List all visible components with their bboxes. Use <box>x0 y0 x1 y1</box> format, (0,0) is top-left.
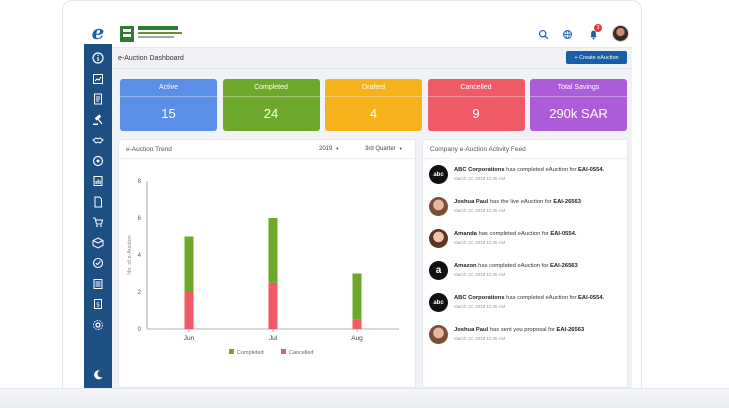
stat-label: Completed <box>222 79 320 97</box>
feed-message: Joshua Paul has sent you proposal for EA… <box>454 327 585 333</box>
box-icon[interactable] <box>90 235 106 251</box>
stat-card-drafted[interactable]: Drafted 4 <box>325 79 422 131</box>
trend-panel: e-Auction Trend 2019 ▼ 3rd Quarter ▼ 0 2 4 6 8… <box>118 139 416 388</box>
quarter-dropdown[interactable]: 3rd Quarter ▼ <box>365 146 403 152</box>
abc-logo-avatar: abc <box>429 165 448 184</box>
stat-value: 24 <box>263 106 279 121</box>
y-tick-label: 8 <box>138 179 142 185</box>
legend-swatch-completed <box>229 349 234 354</box>
feed-item[interactable]: Joshua Paul has sent you proposal for EA… <box>429 324 625 350</box>
y-axis-label: No. of e-Auction <box>127 235 133 274</box>
settings-wheel-icon[interactable] <box>90 153 106 169</box>
y-tick-label: 2 <box>138 290 142 296</box>
feed-title: Company e-Auction Activity Feed <box>430 146 526 153</box>
feed-timestamp: March 12, 2018 11:45 AM <box>454 272 506 277</box>
stat-label: Total Savings <box>530 79 627 97</box>
stat-label: Active <box>120 79 217 97</box>
trend-chart: 0 2 4 6 8 No. of e-Auction Jun Jul Aug Completed C… <box>127 179 399 356</box>
x-tick-label: Jul <box>269 335 278 342</box>
page-title: e-Auction Dashboard <box>118 55 184 62</box>
create-eauction-button[interactable]: + Create eAuction <box>566 51 627 64</box>
feed-panel-header: Company e-Auction Activity Feed <box>423 140 627 159</box>
abc-logo-avatar: abc <box>429 293 448 312</box>
feed-message: ABC Corporations has completed eAuction … <box>454 295 605 301</box>
x-tick-label: Jun <box>184 335 195 342</box>
document-icon[interactable] <box>90 91 106 107</box>
feed-message: Amanda has completed eAuction for EAI-05… <box>454 231 577 237</box>
stat-value: 4 <box>369 106 378 121</box>
user-avatar <box>429 325 448 344</box>
feed-timestamp: March 12, 2018 11:45 AM <box>454 304 506 309</box>
legend-label: Cancelled <box>289 350 313 356</box>
feed-timestamp: March 12, 2018 11:45 AM <box>454 208 506 213</box>
feed-item[interactable]: abc ABC Corporations has completed eAucti… <box>429 292 625 318</box>
laptop-base <box>0 388 729 408</box>
chevron-down-icon: ▼ <box>398 146 403 151</box>
chart-icon[interactable] <box>90 71 106 87</box>
handshake-icon[interactable] <box>90 132 106 148</box>
feed-item[interactable]: abc ABC Corporations has completed eAucti… <box>429 164 625 190</box>
invoice-icon[interactable]: $ <box>90 296 106 312</box>
y-tick-label: 4 <box>138 253 142 259</box>
svg-text:$: $ <box>96 302 100 309</box>
cart-icon[interactable] <box>90 214 106 230</box>
x-tick-label: Aug <box>351 335 363 342</box>
stat-label: Drafted <box>325 79 422 97</box>
stat-value: 9 <box>472 106 480 121</box>
y-tick-label: 6 <box>138 216 142 222</box>
bar-cancelled-jun <box>184 292 194 329</box>
legend-label: Completed <box>237 350 264 356</box>
check-circle-icon[interactable] <box>90 255 106 271</box>
app-logo[interactable]: e <box>84 20 112 44</box>
feed-item[interactable]: Joshua Paul has the live eAuction for EA… <box>429 196 625 222</box>
stat-card-completed[interactable]: Completed 24 <box>222 79 320 131</box>
report-icon[interactable] <box>90 173 106 189</box>
sidebar: $ <box>84 44 112 388</box>
list-icon[interactable] <box>90 276 106 292</box>
gear-icon[interactable] <box>90 317 106 333</box>
stat-label: Cancelled <box>427 79 525 97</box>
moon-icon[interactable] <box>90 367 106 383</box>
trend-title: e-Auction Trend <box>126 146 172 153</box>
stat-value: 15 <box>161 106 176 121</box>
feed-item[interactable]: Amanda has completed eAuction for EAI-05… <box>429 228 625 254</box>
feed-timestamp: March 12, 2018 11:45 AM <box>454 240 506 245</box>
activity-feed-panel: Company e-Auction Activity Feed abc ABC C… <box>422 139 628 388</box>
info-icon[interactable] <box>90 50 106 66</box>
y-tick-label: 0 <box>138 327 142 333</box>
feed-item[interactable]: a Amazon has completed eAuction for EAI-2… <box>429 260 625 286</box>
feed-timestamp: March 12, 2018 11:45 AM <box>454 176 506 181</box>
stat-value: 290k SAR <box>549 106 608 121</box>
year-dropdown[interactable]: 2019 ▼ <box>319 146 340 152</box>
feed-message: Joshua Paul has the live eAuction for EA… <box>454 199 581 205</box>
globe-icon[interactable] <box>560 27 574 41</box>
amazon-logo-avatar: a <box>429 261 448 280</box>
company-logo <box>118 23 182 45</box>
bar-completed-jul <box>268 218 278 283</box>
user-avatar[interactable] <box>612 25 629 42</box>
file-icon[interactable] <box>90 194 106 210</box>
company-logo-mark <box>120 26 134 42</box>
stat-card-total-savings[interactable]: Total Savings 290k SAR <box>530 79 627 131</box>
bar-cancelled-jul <box>268 282 278 329</box>
header-divider <box>112 68 632 69</box>
bar-completed-jun <box>184 236 194 292</box>
legend-swatch-cancelled <box>281 349 286 354</box>
feed-timestamp: March 12, 2018 11:45 AM <box>454 336 506 341</box>
search-icon[interactable] <box>536 27 550 41</box>
feed-message: ABC Corporations has completed eAuction … <box>454 167 605 173</box>
stat-card-active[interactable]: Active 15 <box>120 79 217 131</box>
feed-message: Amazon has completed eAuction for EAI-26… <box>454 263 578 269</box>
bar-cancelled-aug <box>352 319 362 329</box>
user-avatar <box>429 229 448 248</box>
bell-icon[interactable]: 3 <box>586 24 602 41</box>
auction-icon[interactable] <box>90 112 106 128</box>
stat-card-cancelled[interactable]: Cancelled 9 <box>427 79 525 131</box>
trend-panel-header: e-Auction Trend 2019 ▼ 3rd Quarter ▼ <box>119 140 415 159</box>
bar-completed-aug <box>352 273 362 320</box>
user-avatar <box>429 197 448 216</box>
top-bar: 3 <box>112 20 632 48</box>
notification-badge: 3 <box>594 24 602 32</box>
chevron-down-icon: ▼ <box>335 146 340 151</box>
